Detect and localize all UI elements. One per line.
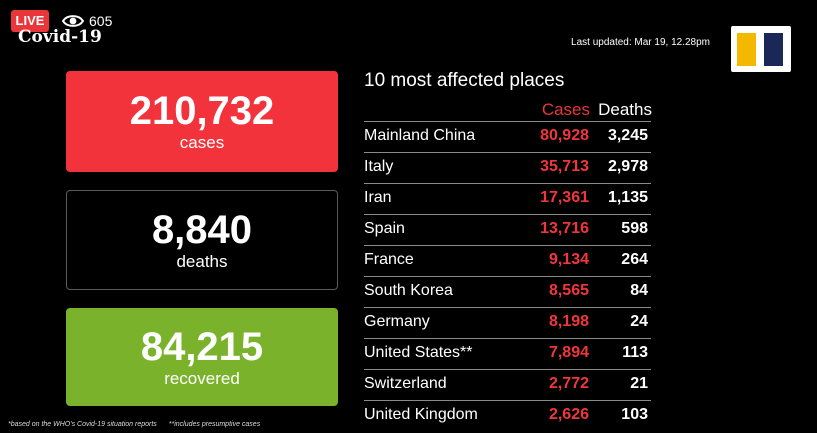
place-cases: 7,894: [548, 344, 589, 361]
logo-yellow-bar: [737, 33, 756, 66]
presumptive-footnote: **includes presumptive cases: [168, 421, 261, 428]
deaths-label: deaths: [176, 251, 228, 271]
place-cases: 9,134: [548, 251, 589, 268]
place-deaths: 264: [621, 251, 648, 268]
source-footnote: *based on the WHO's Covid-19 situation r…: [8, 421, 157, 428]
table-title: 10 most affected places: [364, 70, 565, 91]
cases-card: 210,732 cases: [66, 71, 338, 172]
table-row: Germany 8,198 24: [364, 307, 651, 338]
place-deaths: 3,245: [607, 127, 648, 144]
recovered-card: 84,215 recovered: [66, 308, 338, 406]
place-cases: 2,626: [548, 406, 589, 423]
place-name: United Kingdom: [364, 406, 478, 423]
logo-navy-bar: [764, 33, 783, 66]
cases-total: 210,732: [129, 89, 275, 133]
place-name: Italy: [364, 158, 394, 175]
place-cases: 17,361: [540, 189, 589, 206]
last-updated: Last updated: Mar 19, 12.28pm: [571, 37, 710, 48]
recovered-label: recovered: [164, 368, 240, 388]
place-cases: 8,565: [548, 282, 589, 299]
broadcaster-logo: [731, 26, 791, 72]
place-deaths: 24: [630, 313, 648, 330]
table-row: South Korea 8,565 84: [364, 276, 651, 307]
place-deaths: 113: [622, 344, 648, 361]
table-row: United Kingdom 2,626 103: [364, 400, 651, 431]
table-row: Mainland China 80,928 3,245: [364, 121, 651, 152]
cases-label: cases: [179, 133, 225, 152]
viewer-count: 605: [89, 13, 113, 29]
place-deaths: 2,978: [607, 158, 648, 175]
place-deaths: 103: [621, 406, 648, 423]
place-cases: 13,716: [540, 220, 589, 237]
place-cases: 2,772: [548, 375, 589, 392]
deaths-column-header: Deaths: [598, 100, 652, 119]
place-deaths: 84: [630, 282, 648, 299]
place-deaths: 598: [621, 220, 648, 237]
place-name: Iran: [364, 189, 392, 206]
place-cases: 8,198: [548, 313, 589, 330]
place-name: United States**: [364, 344, 473, 361]
table-row: United States** 7,894 113: [364, 338, 651, 369]
affected-places-table: Mainland China 80,928 3,245 Italy 35,713…: [364, 121, 651, 431]
live-badge: LIVE: [11, 10, 49, 32]
viewer-counter: 605: [62, 12, 112, 30]
table-row: Iran 17,361 1,135: [364, 183, 651, 214]
place-name: Mainland China: [364, 127, 476, 144]
place-cases: 80,928: [540, 127, 589, 144]
cases-column-header: Cases: [541, 100, 590, 119]
table-row: France 9,134 264: [364, 245, 651, 276]
place-cases: 35,713: [540, 158, 589, 175]
place-name: France: [364, 251, 414, 268]
place-name: Switzerland: [364, 375, 447, 392]
eye-icon: [62, 15, 84, 27]
deaths-card: 8,840 deaths: [66, 190, 338, 290]
place-name: Spain: [364, 220, 405, 237]
place-name: Germany: [364, 313, 430, 330]
place-deaths: 21: [630, 375, 648, 392]
table-row: Switzerland 2,772 21: [364, 369, 651, 400]
place-deaths: 1,135: [607, 189, 648, 206]
page-title: Covid-19: [18, 27, 102, 47]
place-name: South Korea: [364, 282, 453, 299]
table-row: Italy 35,713 2,978: [364, 152, 651, 183]
table-row: Spain 13,716 598: [364, 214, 651, 245]
deaths-total: 8,840: [151, 207, 253, 252]
recovered-total: 84,215: [140, 324, 264, 369]
footnotes: *based on the WHO's Covid-19 situation r…: [8, 421, 270, 428]
